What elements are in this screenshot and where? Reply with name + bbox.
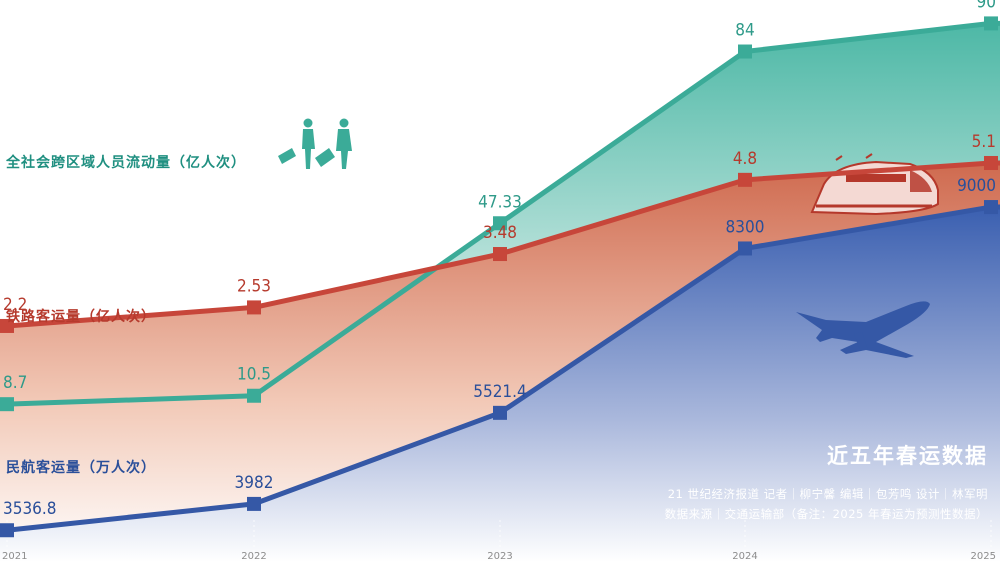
- x-tick-label: 2022: [241, 551, 266, 562]
- value-label-aviation: 8300: [726, 217, 765, 237]
- credit-line: 21 世纪经济报道 记者｜柳宁馨 编辑｜包芳鸣 设计｜林军明: [667, 487, 988, 501]
- chart-title: 近五年春运数据: [827, 444, 988, 468]
- marker-flow: [247, 388, 261, 403]
- value-label-flow: 8.7: [3, 373, 27, 393]
- marker-aviation: [493, 405, 507, 420]
- marker-railway: [984, 155, 998, 170]
- marker-flow: [738, 44, 752, 59]
- marker-flow: [493, 216, 507, 231]
- travelers-icon: [278, 118, 352, 169]
- marker-flow: [0, 397, 14, 412]
- marker-aviation: [247, 496, 261, 511]
- value-label-aviation: 9000: [957, 176, 996, 196]
- value-label-aviation: 3536.8: [3, 499, 57, 519]
- title-block: 近五年春运数据 21 世纪经济报道 记者｜柳宁馨 编辑｜包芳鸣 设计｜林军明 数…: [665, 440, 988, 524]
- value-label-railway: 3.48: [483, 223, 517, 243]
- value-label-flow: 90: [977, 0, 996, 12]
- airplane-icon: [796, 301, 930, 358]
- value-label-aviation: 3982: [235, 473, 274, 493]
- value-label-flow: 10.5: [237, 365, 271, 385]
- value-label-railway: 2.53: [237, 276, 271, 296]
- marker-railway: [493, 247, 507, 262]
- x-tick-label: 2021: [2, 551, 27, 562]
- x-tick-label: 2024: [732, 551, 757, 562]
- value-label-railway: 4.8: [733, 149, 757, 169]
- x-tick-label: 2025: [971, 551, 996, 562]
- series-label-flow: 全社会跨区域人员流动量（亿人次）: [6, 155, 246, 171]
- marker-railway: [0, 318, 14, 333]
- marker-aviation: [984, 200, 998, 215]
- marker-railway: [738, 172, 752, 187]
- value-label-flow: 84: [735, 21, 754, 41]
- marker-aviation: [0, 523, 14, 538]
- marker-aviation: [738, 241, 752, 256]
- marker-flow: [984, 16, 998, 31]
- series-label-railway: 铁路客运量（亿人次）: [6, 309, 156, 325]
- area-aviation: [0, 207, 1000, 562]
- source-line: 数据来源｜交通运输部（备注：2025 年春运为预测性数据）: [664, 507, 988, 521]
- series-label-aviation: 民航客运量（万人次）: [6, 460, 156, 476]
- value-label-railway: 2.2: [3, 295, 27, 315]
- value-label-railway: 5.1: [972, 132, 996, 152]
- marker-railway: [247, 300, 261, 315]
- value-label-aviation: 5521.4: [473, 382, 527, 402]
- value-label-flow: 47.33: [478, 192, 522, 212]
- x-tick-label: 2023: [487, 551, 512, 562]
